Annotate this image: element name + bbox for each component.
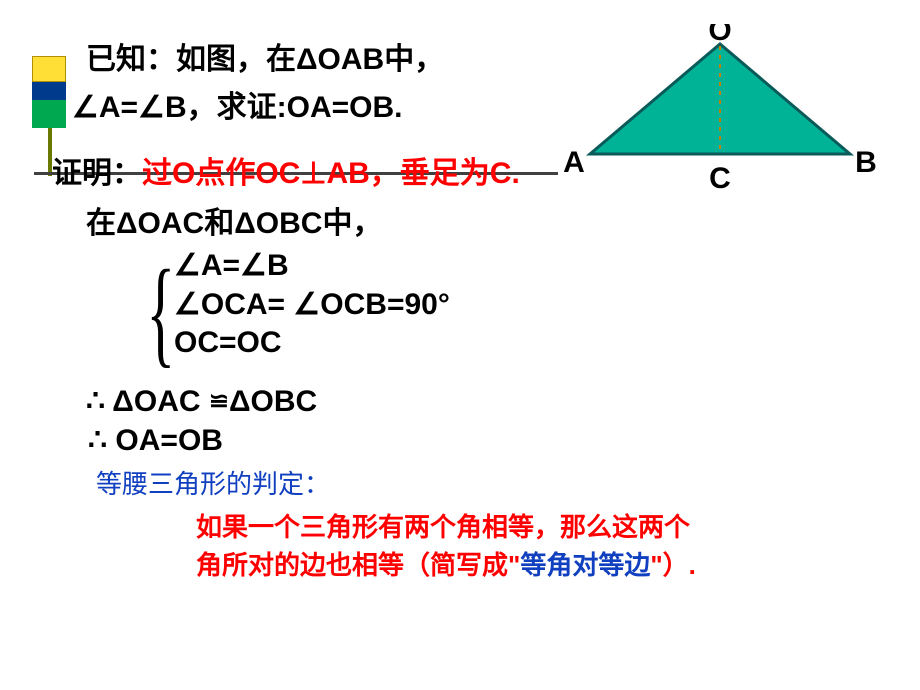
given-line2: ∠A=∠B，求证:OA=OB. bbox=[72, 82, 886, 126]
proof-header: 证明：过O点作OC⊥AB，垂足为C. bbox=[52, 148, 886, 192]
condition-2: ∠OCA= ∠OCB=90° bbox=[174, 287, 886, 322]
proof-construction: 过O点作OC⊥AB，垂足为C. bbox=[142, 157, 520, 190]
therefore-1a: ∴ ΔOAC bbox=[86, 385, 209, 418]
proof-header-black: 证明： bbox=[52, 157, 142, 190]
given-line1: 已知：如图，在ΔOAB中， bbox=[86, 34, 886, 78]
therefore-congruent: ∴ ΔOAC ≌ΔOBC bbox=[86, 384, 886, 419]
theorem-body-1: 如果一个三角形有两个角相等，那么这两个 bbox=[196, 512, 690, 542]
theorem-body-blue: 等角对等边 bbox=[520, 550, 650, 580]
condition-1: ∠A=∠B bbox=[174, 248, 886, 283]
therefore-equal: ∴ OA=OB bbox=[88, 423, 886, 458]
proof-in-triangles: 在ΔOAC和ΔOBC中， bbox=[86, 198, 886, 242]
content-block: 已知：如图，在ΔOAB中， ∠A=∠B，求证:OA=OB. 证明：过O点作OC⊥… bbox=[86, 34, 886, 584]
theorem-body-2b: "）. bbox=[650, 550, 696, 580]
therefore-1c: ΔOBC bbox=[229, 385, 317, 418]
theorem-body-2a: 角所对的边也相等（简写成" bbox=[196, 550, 520, 580]
deco-navy bbox=[32, 82, 66, 100]
left-brace: { bbox=[146, 252, 175, 372]
condition-3: OC=OC bbox=[174, 326, 886, 360]
brace-conditions: { ∠A=∠B ∠OCA= ∠OCB=90° OC=OC bbox=[136, 248, 886, 378]
deco-green bbox=[32, 100, 66, 128]
congruent-symbol: ≌ bbox=[209, 388, 229, 415]
deco-yellow bbox=[32, 56, 66, 82]
theorem-title-text: 等腰三角形的判定： bbox=[96, 469, 330, 499]
theorem-title: 等腰三角形的判定： bbox=[96, 464, 886, 501]
theorem-body: 如果一个三角形有两个角相等，那么这两个 角所对的边也相等（简写成"等角对等边"）… bbox=[196, 509, 886, 584]
